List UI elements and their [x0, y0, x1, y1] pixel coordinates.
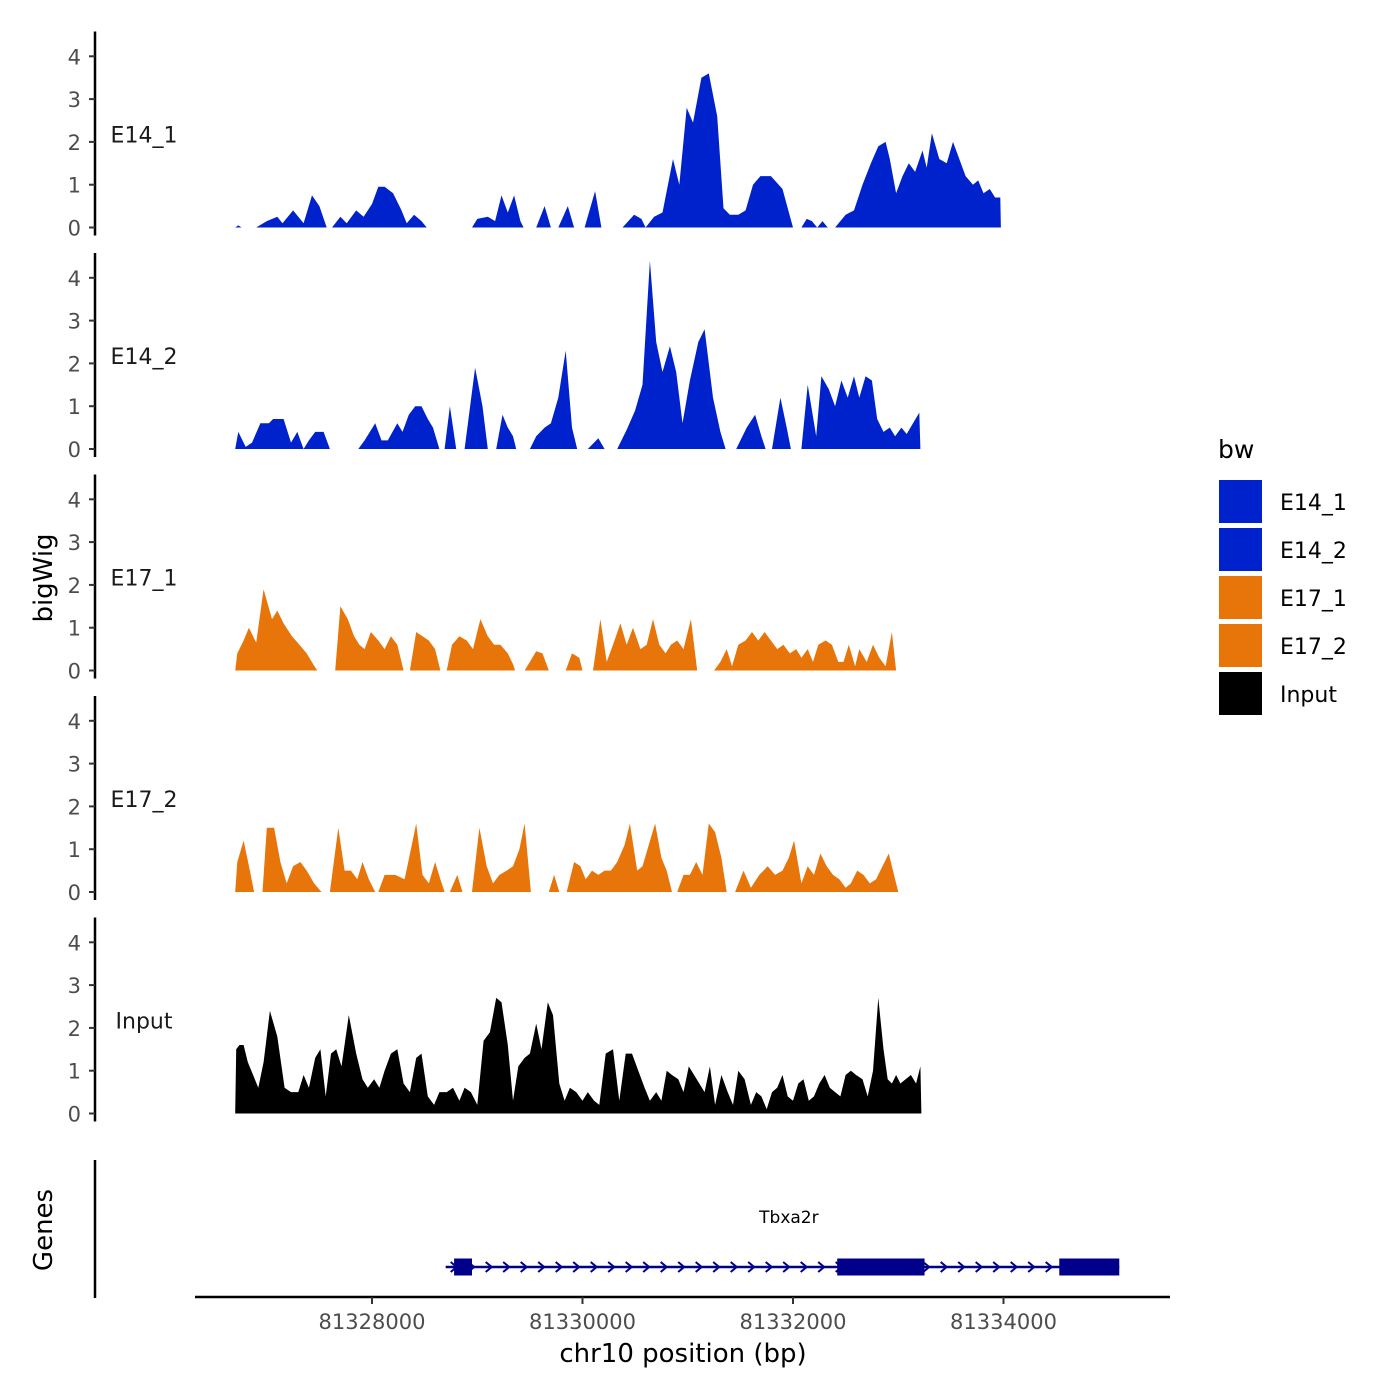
- gene-exon: [454, 1258, 472, 1276]
- strand-chevron: [537, 1261, 546, 1273]
- legend-label: E14_1: [1280, 491, 1347, 516]
- strand-chevron: [1027, 1261, 1036, 1273]
- y-tick-label: 0: [68, 881, 81, 905]
- strand-chevron: [642, 1261, 651, 1273]
- y-tick-label: 2: [68, 131, 81, 155]
- y-tick-label: 1: [68, 838, 81, 862]
- x-axis-label: chr10 position (bp): [559, 1339, 806, 1369]
- y-tick-label: 3: [68, 310, 81, 334]
- strand-chevron: [695, 1261, 704, 1273]
- y-tick-label: 4: [68, 267, 81, 291]
- x-tick-label: 81330000: [529, 1310, 636, 1334]
- legend-label: Input: [1280, 683, 1337, 708]
- strand-chevron: [730, 1261, 739, 1273]
- y-tick-label: 0: [68, 438, 81, 462]
- legend-swatch: [1219, 672, 1262, 715]
- strand-chevron: [520, 1261, 529, 1273]
- strand-chevron: [625, 1261, 634, 1273]
- gene-exon: [837, 1258, 925, 1276]
- panel-e17-1: 0 1 2 3 4 E17_1: [68, 474, 897, 684]
- legend-swatch: [1219, 576, 1262, 619]
- y-tick-label: 2: [68, 1017, 81, 1041]
- legend-label: E17_1: [1280, 587, 1347, 612]
- strand-chevron: [677, 1261, 686, 1273]
- panel-e14-1: 0 1 2 3 4 E14_1: [68, 31, 1001, 241]
- strand-chevron: [502, 1261, 511, 1273]
- legend-swatch: [1219, 528, 1262, 571]
- panel-title: E14_2: [111, 345, 178, 370]
- panel-title: Input: [116, 1010, 173, 1035]
- y-tick-label: 4: [68, 931, 81, 955]
- coverage-area-input: [235, 997, 922, 1114]
- legend-swatch: [1219, 480, 1262, 523]
- panel-title: E17_2: [111, 788, 178, 813]
- y-tick-label: 4: [68, 488, 81, 512]
- strand-chevron: [590, 1261, 599, 1273]
- legend-label: E17_2: [1280, 635, 1347, 660]
- strand-chevron: [800, 1261, 809, 1273]
- strand-chevron: [922, 1261, 931, 1273]
- strand-chevron: [957, 1261, 966, 1273]
- y-tick-label: 0: [68, 1103, 81, 1127]
- y-tick-label: 1: [68, 617, 81, 641]
- strand-chevron: [660, 1261, 669, 1273]
- panel-input: 0 1 2 3 4 Input: [68, 917, 922, 1127]
- y-tick-label: 1: [68, 174, 81, 198]
- y-tick-label: 1: [68, 395, 81, 419]
- strand-chevron: [765, 1261, 774, 1273]
- y-tick-label: 2: [68, 574, 81, 598]
- strand-chevron: [992, 1261, 1001, 1273]
- legend: bw E14_1 E14_2 E17_1 E17_2 Input: [1218, 435, 1347, 715]
- x-tick-label: 81332000: [740, 1310, 847, 1334]
- y-tick-label: 2: [68, 795, 81, 819]
- panel-title: E14_1: [111, 124, 178, 149]
- panel-e14-2: 0 1 2 3 4 E14_2: [68, 253, 921, 462]
- coverage-area-e17-2: [235, 823, 899, 892]
- y-tick-label: 2: [68, 352, 81, 376]
- gene-axis-label: Genes: [29, 1189, 59, 1271]
- strand-chevron: [1010, 1261, 1019, 1273]
- legend-label: E14_2: [1280, 539, 1347, 564]
- coverage-area-e17-1: [235, 589, 897, 671]
- strand-chevron: [747, 1261, 756, 1273]
- legend-title: bw: [1218, 435, 1254, 464]
- y-tick-label: 3: [68, 974, 81, 998]
- y-tick-label: 4: [68, 45, 81, 69]
- coverage-tracks: 0 1 2 3 4 E14_1 0 1 2 3 4 E14_2 0 1 2 3 4 E17_1 0 1 2 3 4 E17_2…: [68, 31, 1001, 1127]
- panel-e17-2: 0 1 2 3 4 E17_2: [68, 696, 899, 905]
- y-tick-label: 1: [68, 1060, 81, 1084]
- y-tick-label: 0: [68, 660, 81, 684]
- y-tick-label: 3: [68, 88, 81, 112]
- y-tick-label: 3: [68, 753, 81, 777]
- strand-chevron: [1045, 1261, 1054, 1273]
- strand-chevron: [572, 1261, 581, 1273]
- strand-chevron: [782, 1261, 791, 1273]
- panel-title: E17_1: [111, 567, 178, 592]
- y-tick-label: 0: [68, 217, 81, 241]
- gene-name-label: Tbxa2r: [758, 1208, 818, 1228]
- strand-chevron: [940, 1261, 949, 1273]
- x-tick-label: 81328000: [319, 1310, 426, 1334]
- strand-chevron: [607, 1261, 616, 1273]
- strand-chevron: [485, 1261, 494, 1273]
- strand-chevron: [712, 1261, 721, 1273]
- strand-chevron: [555, 1261, 564, 1273]
- gene-track: 81328000 81330000 81332000 81334000 Tbxa2r: [93, 1160, 1170, 1334]
- coverage-area-e14-1: [235, 73, 1001, 228]
- x-tick-label: 81334000: [950, 1310, 1057, 1334]
- gene-exon: [1059, 1258, 1120, 1276]
- legend-swatch: [1219, 624, 1262, 667]
- y-axis-label: bigWig: [29, 533, 59, 622]
- y-tick-label: 4: [68, 710, 81, 734]
- strand-chevron: [975, 1261, 984, 1273]
- strand-chevron: [817, 1261, 826, 1273]
- coverage-area-e14-2: [235, 260, 921, 449]
- y-tick-label: 3: [68, 531, 81, 555]
